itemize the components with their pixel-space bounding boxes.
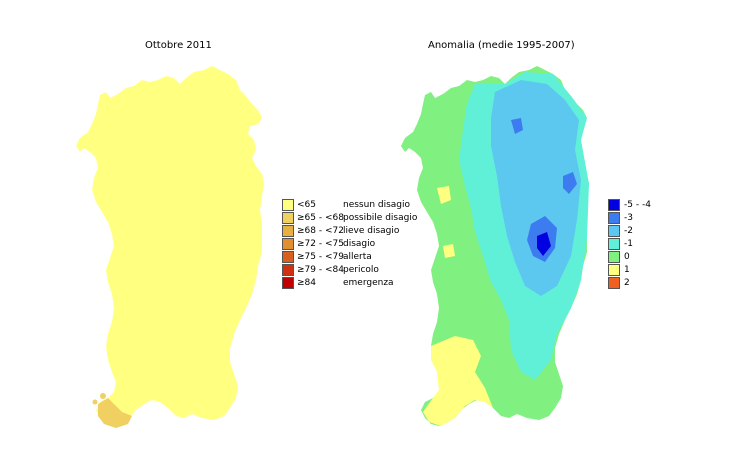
map1-sw-zone — [98, 398, 132, 428]
legend1-class-label: nessun disagio — [343, 200, 411, 210]
legend1-row: ≥79 - <84 pericolo — [282, 264, 422, 277]
legend2-swatch — [608, 212, 620, 224]
legend1-range-label: <65 — [297, 200, 316, 210]
legend2-row: -1 — [608, 238, 668, 251]
legend2-row: -5 - -4 — [608, 199, 668, 212]
legend-ottobre: <65 nessun disagio ≥65 - <68 possibile disa… — [282, 199, 422, 290]
legend2-swatch — [608, 277, 620, 289]
legend1-class-label: pericolo — [343, 265, 379, 275]
legend1-range-label: ≥79 - <84 — [297, 265, 344, 275]
legend1-class-label: possibile disagio — [343, 213, 418, 223]
legend2-row: 2 — [608, 277, 668, 290]
legend2-range-label: -2 — [624, 226, 633, 236]
legend1-row: ≥84 emergenza — [282, 277, 422, 290]
sardinia-map-ottobre — [76, 66, 264, 428]
legend1-swatch — [282, 277, 294, 289]
legend2-range-label: 1 — [624, 265, 630, 275]
legend2-swatch — [608, 264, 620, 276]
map1-land — [76, 66, 264, 426]
legend1-row: ≥68 - <72 lieve disagio — [282, 225, 422, 238]
legend2-swatch — [608, 251, 620, 263]
legend1-range-label: ≥72 - <75 — [297, 239, 344, 249]
legend1-swatch — [282, 212, 294, 224]
map1-sw-islet-2 — [92, 399, 98, 405]
legend1-range-label: ≥84 — [297, 278, 316, 288]
legend1-class-label: emergenza — [343, 278, 394, 288]
legend1-swatch — [282, 264, 294, 276]
legend1-swatch — [282, 251, 294, 263]
legend1-range-label: ≥75 - <79 — [297, 252, 344, 262]
map2-anomaly-plus1-b — [437, 186, 451, 204]
legend2-swatch — [608, 225, 620, 237]
legend2-row: 1 — [608, 264, 668, 277]
legend1-swatch — [282, 199, 294, 211]
legend1-range-label: ≥65 - <68 — [297, 213, 344, 223]
legend1-swatch — [282, 225, 294, 237]
legend1-range-label: ≥68 - <72 — [297, 226, 344, 236]
legend1-row: ≥72 - <75 disagio — [282, 238, 422, 251]
legend2-range-label: -3 — [624, 213, 633, 223]
map2-anomaly-minus3-b — [563, 172, 577, 194]
legend2-range-label: -1 — [624, 239, 633, 249]
legend1-class-label: disagio — [343, 239, 376, 249]
map2-anomaly-minus5 — [537, 232, 551, 256]
legend1-swatch — [282, 238, 294, 250]
legend1-row: <65 nessun disagio — [282, 199, 422, 212]
legend1-row: ≥65 - <68 possibile disagio — [282, 212, 422, 225]
legend1-class-label: lieve disagio — [343, 226, 400, 236]
map2-anomaly-minus2 — [491, 80, 581, 296]
map2-anomaly-plus1-c — [443, 244, 455, 258]
legend2-range-label: 2 — [624, 278, 630, 288]
map-title-ottobre: Ottobre 2011 — [145, 40, 212, 51]
legend2-row: -3 — [608, 212, 668, 225]
map2-anomaly-plus1 — [423, 336, 493, 426]
legend2-row: -2 — [608, 225, 668, 238]
legend2-swatch — [608, 238, 620, 250]
sardinia-map-anomalia — [401, 66, 589, 426]
map-title-anomalia: Anomalia (medie 1995-2007) — [428, 40, 575, 51]
legend2-range-label: 0 — [624, 252, 630, 262]
legend1-row: ≥75 - <79 allerta — [282, 251, 422, 264]
legend1-class-label: allerta — [343, 252, 372, 262]
legend2-swatch — [608, 199, 620, 211]
legend2-row: 0 — [608, 251, 668, 264]
legend2-range-label: -5 - -4 — [624, 200, 651, 210]
map2-anomaly-minus3-c — [511, 118, 523, 134]
map1-sw-islet — [100, 393, 106, 399]
legend-anomalia: -5 - -4 -3 -2 -1 0 1 2 — [608, 199, 668, 290]
